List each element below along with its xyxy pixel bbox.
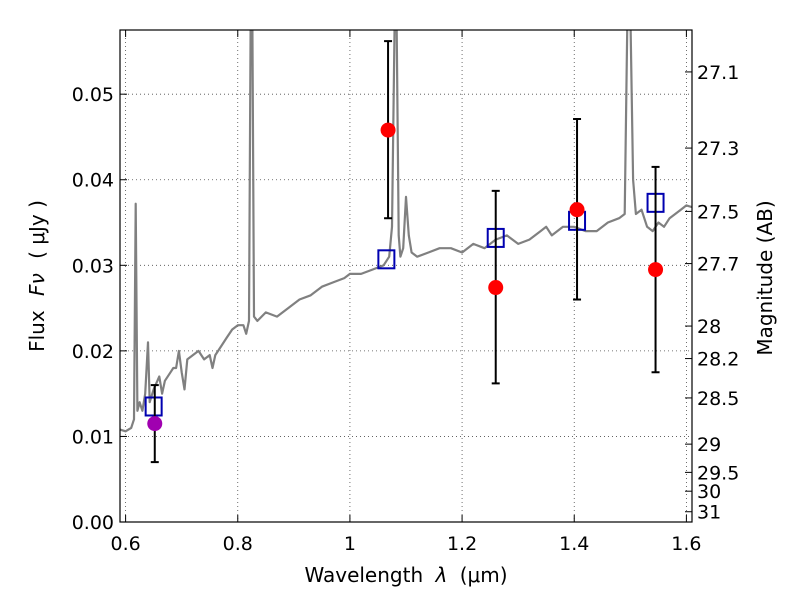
plot-area <box>120 30 692 464</box>
y-tick-label: 0.03 <box>72 255 114 277</box>
y-axis-label-var: Fν <box>25 273 49 296</box>
observed-point <box>488 280 504 296</box>
y2-tick-label: 27.3 <box>697 138 739 160</box>
y-tick-label: 0.04 <box>72 170 114 192</box>
y-tick-label: 0.01 <box>72 426 114 448</box>
x-tick-label: 0.8 <box>223 533 253 555</box>
plot-frame <box>119 29 693 523</box>
y2-tick-label: 27.5 <box>697 201 739 223</box>
y2-tick-label: 28.2 <box>697 349 739 371</box>
y2-tick-label: 31 <box>697 502 721 524</box>
y2-tick-label: 29 <box>697 434 721 456</box>
y2-tick-label: 28 <box>697 316 721 338</box>
model-square-marker <box>377 249 396 270</box>
axis-layer: 0.6 0.8 1 1.2 1.4 1.6 0.00 0.01 0.02 0.03 0.04 0.05… <box>72 30 739 555</box>
x-axis-label-var: λ <box>435 563 448 587</box>
y-axis-label-prefix: Flux <box>25 310 49 352</box>
y-tick-label: 0.02 <box>72 341 114 363</box>
model-square-marker <box>144 396 163 417</box>
y-axis-label: Flux Fν ( μJy ) <box>25 200 49 352</box>
y2-tick-label: 27.1 <box>697 62 739 84</box>
x-tick-label: 0.6 <box>110 533 140 555</box>
observed-point <box>569 202 585 218</box>
y-tick-label: 0.05 <box>72 84 114 106</box>
observed-point <box>380 122 396 138</box>
y2-tick-label: 30 <box>697 481 721 503</box>
x-tick-label: 1.4 <box>559 533 589 555</box>
x-axis-label: Wavelength λ (μm) <box>304 563 507 587</box>
x-tick-label: 1.2 <box>447 533 477 555</box>
y2-tick-label: 28.5 <box>697 388 739 410</box>
x-axis-label-prefix: Wavelength <box>304 563 423 587</box>
observed-point <box>147 416 163 432</box>
y-tick-label: 0.00 <box>72 512 114 534</box>
x-axis-label-unit: (μm) <box>460 563 508 587</box>
observed-point <box>648 262 664 278</box>
y2-axis-label: Magnitude (AB) <box>753 200 777 355</box>
x-tick-label: 1.6 <box>671 533 701 555</box>
x-tick-label: 1 <box>344 533 356 555</box>
grid-layer <box>120 30 692 523</box>
spectrum-line <box>120 30 692 433</box>
y2-tick-label: 29.5 <box>697 462 739 484</box>
y-axis-label-unit: ( μJy ) <box>25 200 49 259</box>
y2-tick-label: 27.7 <box>697 254 739 276</box>
